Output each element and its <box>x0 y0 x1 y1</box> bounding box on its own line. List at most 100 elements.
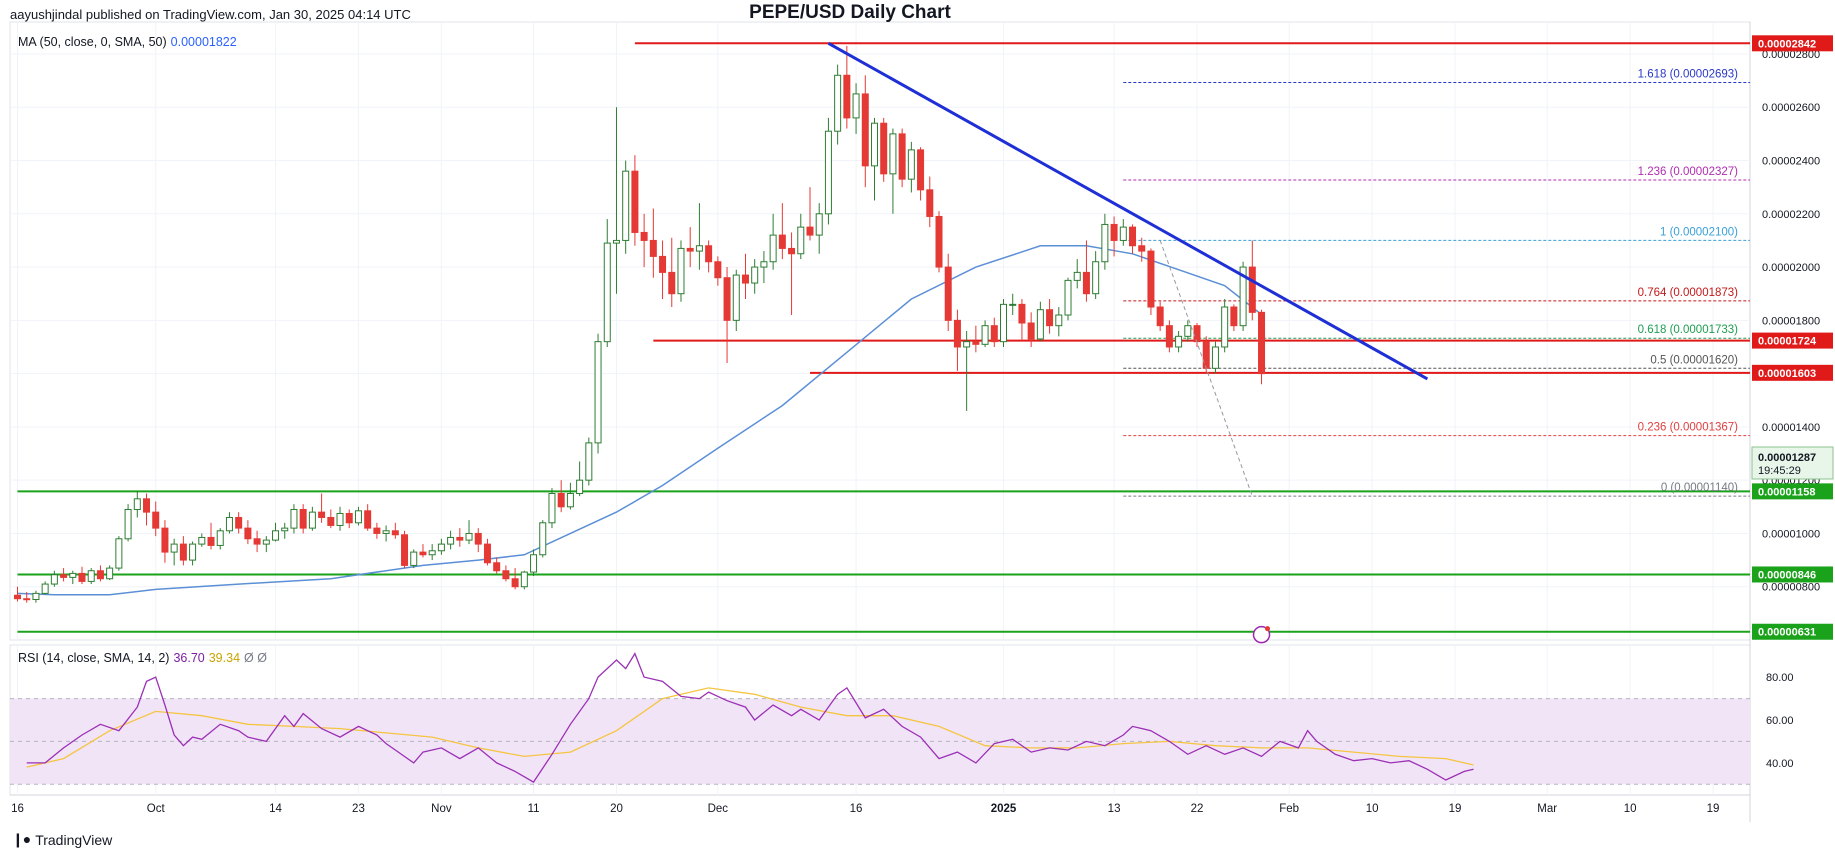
candle-body <box>548 492 556 524</box>
candle-body <box>225 516 233 532</box>
candle-body <box>668 271 676 295</box>
candle-body <box>963 341 971 348</box>
candle-body <box>447 536 455 545</box>
time-tick-label: Nov <box>431 803 452 815</box>
candle-body <box>778 234 786 249</box>
candle-body <box>1147 250 1155 308</box>
candle-body <box>907 149 915 180</box>
candle-body <box>677 247 685 295</box>
candle-body <box>32 592 40 601</box>
candle-body <box>1193 325 1201 343</box>
candle-body <box>281 527 289 532</box>
candle-body <box>364 510 372 529</box>
fib-level-label: 0.236 (0.00001367) <box>1638 422 1739 434</box>
candle-body <box>714 261 722 279</box>
candle-body <box>179 543 187 561</box>
fib-level-label: 0 (0.00001140) <box>1661 482 1738 494</box>
candle-body <box>410 551 418 566</box>
candle-body <box>483 543 491 564</box>
candle-body <box>327 516 335 526</box>
candle-body <box>852 93 860 119</box>
candle-body <box>1138 245 1146 252</box>
candle-body <box>14 594 21 600</box>
chart-title: PEPE/USD Daily Chart <box>749 2 951 23</box>
candle-body <box>69 572 77 578</box>
rsi-legend[interactable]: RSI (14, close, SMA, 14, 2) 36.70 39.34 Ø Ø <box>18 651 267 665</box>
price-tick-label: 0.00002600 <box>1762 102 1820 114</box>
time-tick-label: 22 <box>1191 803 1204 815</box>
candle-body <box>290 508 298 529</box>
rsi-sma-line <box>26 687 1474 768</box>
event-marker-dot-icon <box>1265 626 1271 632</box>
candle-body <box>143 498 151 513</box>
candle-body <box>1027 322 1035 340</box>
candle-body <box>917 149 925 191</box>
candle-body <box>106 567 114 580</box>
candle-body <box>1230 306 1238 327</box>
candle-body <box>649 239 657 257</box>
last-price-text: 0.00001287 <box>1758 452 1816 464</box>
candle-body <box>354 510 362 524</box>
candle-body <box>216 530 224 546</box>
candle-body <box>594 341 602 444</box>
candle-body <box>189 543 197 561</box>
candle-body <box>428 550 436 556</box>
tradingview-brand[interactable]: ❙● TradingView <box>12 831 112 848</box>
candle-body <box>336 512 344 526</box>
candle-body <box>953 319 961 348</box>
time-tick-label: 19 <box>1449 803 1462 815</box>
time-tick-label: 11 <box>528 803 540 815</box>
price-tick-label: 0.00002000 <box>1762 262 1820 274</box>
candle-body <box>1175 335 1183 348</box>
candle-body <box>272 530 280 541</box>
candle-body <box>373 527 381 534</box>
candle-body <box>1036 309 1044 340</box>
candle-body <box>78 572 86 582</box>
rsi-tick-label: 80.00 <box>1766 672 1794 684</box>
candle-body <box>1184 325 1192 337</box>
candle-body <box>981 325 989 345</box>
price-tag-text: 0.00001724 <box>1758 336 1817 348</box>
last-price-tag <box>1751 446 1834 480</box>
candle-body <box>631 170 639 233</box>
candle-body <box>585 442 593 481</box>
candle-body <box>1239 266 1247 327</box>
candle-body <box>880 122 888 175</box>
candle-body <box>898 133 906 180</box>
ma-legend[interactable]: MA (50, close, 0, SMA, 50) 0.00001822 <box>18 35 237 49</box>
candle-body <box>318 511 326 518</box>
candle-body <box>465 532 473 541</box>
candle-body <box>133 498 141 510</box>
candle-body <box>124 508 132 540</box>
trendline <box>827 42 1429 381</box>
time-tick-label: 13 <box>1108 803 1121 815</box>
rsi-tick-label: 40.00 <box>1766 758 1794 770</box>
candle-body <box>751 266 759 284</box>
candle-body <box>115 538 123 569</box>
candle-body <box>262 539 270 545</box>
candle-body <box>419 551 427 556</box>
candle-body <box>769 234 777 263</box>
time-tick-label: 10 <box>1624 803 1637 815</box>
candle-body <box>1221 306 1229 348</box>
ma-legend-label: MA (50, close, 0, SMA, 50) <box>18 35 167 49</box>
candle-body <box>557 492 565 508</box>
time-tick-label: 16 <box>850 803 863 815</box>
candle-body <box>1009 303 1017 306</box>
time-tick-label: Oct <box>147 803 166 815</box>
candle-body <box>1073 271 1081 281</box>
rsi-sma-legend-value: 39.34 <box>208 651 241 665</box>
price-tick-label: 0.00001000 <box>1762 528 1820 540</box>
candle-body <box>870 122 878 167</box>
rsi-legend-extra: Ø Ø <box>244 651 267 665</box>
candle-body <box>797 226 805 255</box>
rsi-legend-value: 36.70 <box>173 651 205 665</box>
candle-body <box>732 274 740 321</box>
time-tick-label: 16 <box>11 803 24 815</box>
candle-body <box>161 527 169 553</box>
price-tick-label: 0.00001400 <box>1762 422 1820 434</box>
rsi-legend-label: RSI (14, close, SMA, 14, 2) <box>18 651 170 665</box>
candle-body <box>1082 271 1090 295</box>
